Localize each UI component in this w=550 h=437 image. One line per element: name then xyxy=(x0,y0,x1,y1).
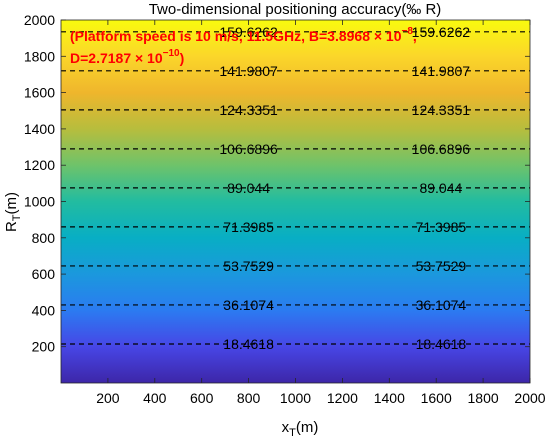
y-tick-label: 1200 xyxy=(24,157,55,173)
y-tick-label: 2000 xyxy=(24,12,55,28)
x-tick-label: 400 xyxy=(143,390,167,406)
x-tick-label: 1200 xyxy=(327,390,358,406)
chart-title: Two-dimensional positioning accuracy(‰ R… xyxy=(149,1,442,18)
y-tick-label: 200 xyxy=(32,339,56,355)
x-axis-label: xT(m) xyxy=(282,419,319,437)
x-tick-label: 600 xyxy=(190,390,214,406)
contour-lines xyxy=(61,31,530,345)
contour-label: 159.6262 xyxy=(412,24,471,40)
y-axis-label: RT(m) xyxy=(3,192,23,232)
y-tick-label: 600 xyxy=(32,266,56,282)
x-tick-label: 1600 xyxy=(421,390,452,406)
axis-ticks xyxy=(61,19,531,383)
contour-label: 36.1074 xyxy=(223,297,274,313)
contour-label: 18.4618 xyxy=(416,336,467,352)
y-tick-label: 1400 xyxy=(24,121,55,137)
y-tick-labels: 200 400 600 800 1000 1200 1400 1600 1800 2000 xyxy=(24,12,55,355)
annotation-line-2: D=2.7187 × 10−10) xyxy=(70,48,184,66)
heatmap-field xyxy=(61,20,530,383)
annotation-line-1: (Platform speed is 10 m/s, 11.5GHz, B=3.… xyxy=(70,26,417,44)
contour-label: 53.7529 xyxy=(416,258,467,274)
x-tick-label: 200 xyxy=(96,390,120,406)
contour-label: 53.7529 xyxy=(223,258,274,274)
contour-label: 36.1074 xyxy=(416,297,467,313)
y-tick-label: 400 xyxy=(32,302,56,318)
x-tick-label: 1400 xyxy=(374,390,405,406)
contour-label: 141.9807 xyxy=(219,63,278,79)
contour-label: 159.6262 xyxy=(219,24,278,40)
y-tick-label: 800 xyxy=(32,230,56,246)
contour-label: 89.044 xyxy=(419,180,462,196)
contour-label: 124.3351 xyxy=(219,102,278,118)
contour-label: 106.6896 xyxy=(219,141,278,157)
y-tick-label: 1000 xyxy=(24,194,55,210)
contour-label: 141.9807 xyxy=(412,63,471,79)
contour-label: 124.3351 xyxy=(412,102,471,118)
contour-label: 71.3985 xyxy=(223,219,274,235)
parameter-annotation: (Platform speed is 10 m/s, 11.5GHz, B=3.… xyxy=(70,26,417,66)
contour-label: 71.3985 xyxy=(416,219,467,235)
contour-label: 89.044 xyxy=(227,180,270,196)
y-tick-label: 1800 xyxy=(24,48,55,64)
x-tick-label: 1800 xyxy=(468,390,499,406)
x-tick-label: 1000 xyxy=(280,390,311,406)
contour-label: 106.6896 xyxy=(412,141,471,157)
contour-label: 18.4618 xyxy=(223,336,274,352)
y-tick-label: 1600 xyxy=(24,85,55,101)
x-tick-label: 2000 xyxy=(514,390,545,406)
x-tick-label: 800 xyxy=(237,390,261,406)
contour-labels: 18.4618 18.4618 36.1074 36.1074 53.7529 53.75… xyxy=(219,24,471,352)
x-tick-labels: 200 400 600 800 1000 1200 1400 1600 1800 2000 xyxy=(96,390,546,406)
